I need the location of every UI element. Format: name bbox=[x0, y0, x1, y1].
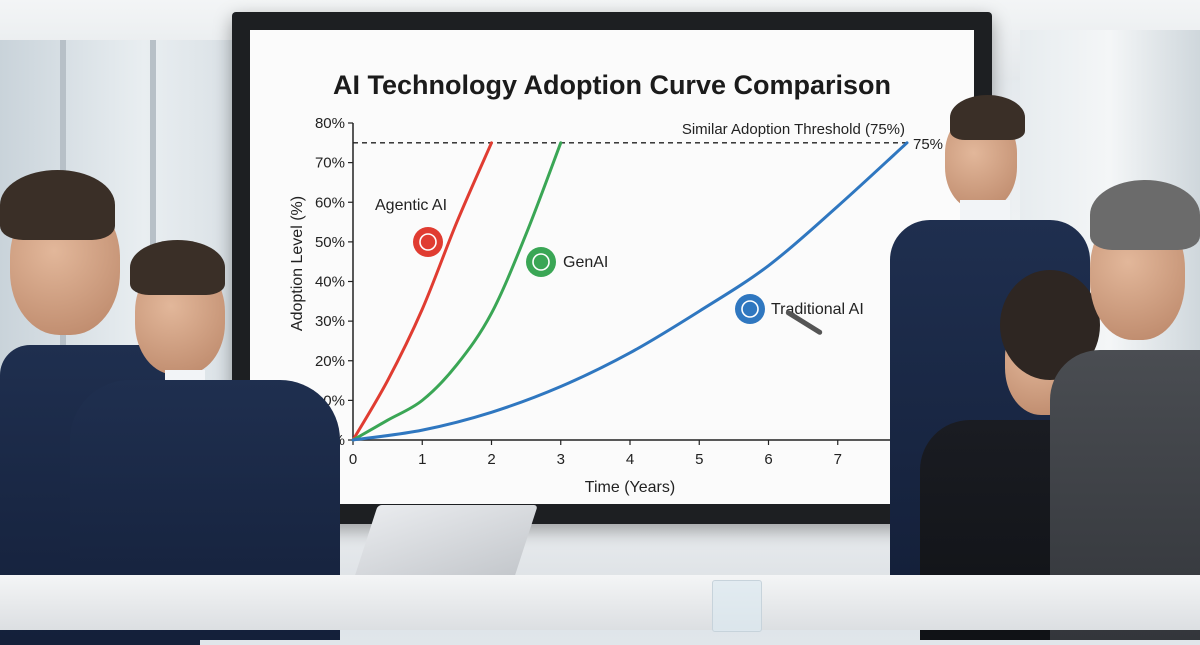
series-line-agentic-ai bbox=[351, 141, 493, 442]
series-line-genai bbox=[351, 141, 563, 442]
x-tick-label: 7 bbox=[834, 451, 842, 468]
series-label-agentic-ai: Agentic AI bbox=[375, 197, 447, 214]
y-tick-label: 40% bbox=[315, 274, 345, 291]
threshold-end-label: 75% bbox=[913, 136, 943, 153]
attendee-left-2 bbox=[70, 240, 360, 640]
x-tick-label: 3 bbox=[557, 451, 565, 468]
y-tick-label: 30% bbox=[315, 313, 345, 330]
monitor: AI Technology Adoption Curve Comparison … bbox=[232, 12, 992, 524]
x-axis-label: Time (Years) bbox=[585, 479, 675, 496]
x-tick-label: 1 bbox=[418, 451, 426, 468]
series-icon-genai bbox=[526, 247, 556, 277]
threshold-label: Similar Adoption Threshold (75%) bbox=[682, 121, 905, 138]
x-tick-label: 2 bbox=[487, 451, 495, 468]
y-tick-label: 60% bbox=[315, 194, 345, 211]
y-tick-label: 80% bbox=[315, 115, 345, 132]
x-tick-label: 6 bbox=[764, 451, 772, 468]
brain-icon bbox=[532, 253, 550, 271]
attendee-right-2 bbox=[1050, 180, 1200, 640]
y-tick-label: 20% bbox=[315, 353, 345, 370]
x-tick-label: 5 bbox=[695, 451, 703, 468]
series-label-genai: GenAI bbox=[563, 254, 608, 271]
brain-icon bbox=[419, 233, 437, 251]
y-tick-label: 70% bbox=[315, 155, 345, 172]
y-tick-label: 50% bbox=[315, 234, 345, 251]
y-axis-label: Adoption Level (%) bbox=[289, 196, 306, 331]
series-icon-traditional-ai bbox=[735, 294, 765, 324]
water-glass bbox=[712, 580, 762, 632]
x-tick-label: 4 bbox=[626, 451, 634, 468]
series-label-traditional-ai: Traditional AI bbox=[771, 301, 864, 318]
screen: AI Technology Adoption Curve Comparison … bbox=[250, 30, 974, 504]
series-icon-agentic-ai bbox=[413, 227, 443, 257]
x-tick-label: 0 bbox=[349, 451, 357, 468]
chart-title: AI Technology Adoption Curve Comparison bbox=[332, 70, 891, 100]
series-line-traditional-ai bbox=[351, 141, 909, 442]
brain-icon bbox=[741, 300, 759, 318]
table bbox=[0, 575, 1200, 630]
